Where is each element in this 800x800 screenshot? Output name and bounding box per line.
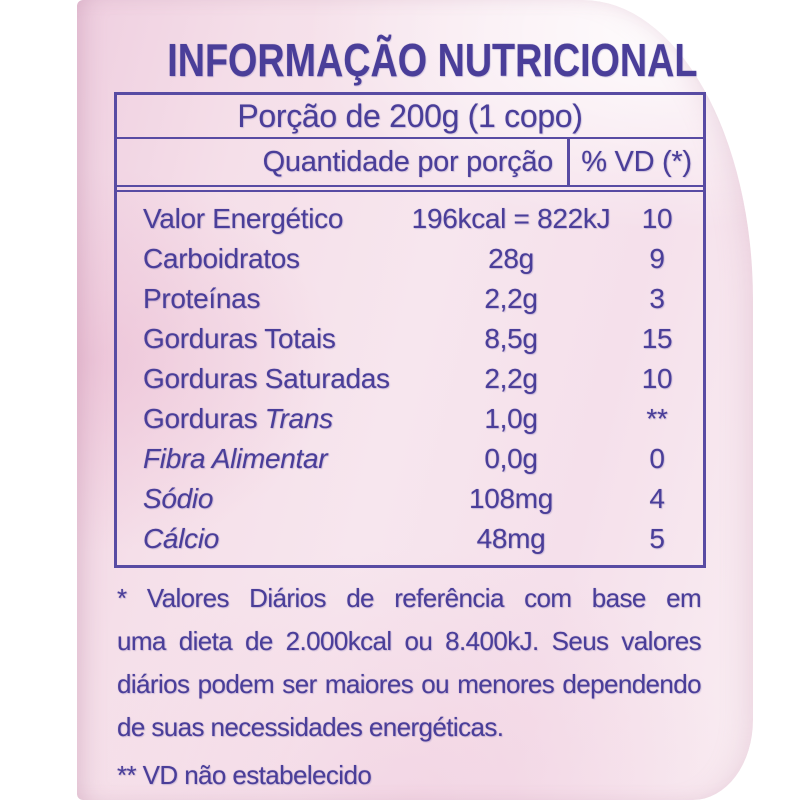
nutrient-name-italic: Trans <box>264 403 333 434</box>
nutrient-name: Gorduras Saturadas <box>117 359 411 399</box>
nutrient-name: Fibra Alimentar <box>117 439 411 479</box>
nutrient-name: Cálcio <box>117 519 411 559</box>
nutrient-amount: 108mg <box>468 483 554 514</box>
vd-column-header: % VD (*) <box>567 139 703 185</box>
nutrient-name-italic: Fibra Alimentar <box>143 443 328 474</box>
nutrient-amount: 1,0g <box>484 403 538 434</box>
nutrient-row: Gorduras Saturadas 2,2g 10 <box>117 359 703 399</box>
nutrient-vd: 15 <box>641 323 673 354</box>
footnote-line: * Valores Diários de referência com base… <box>117 583 702 613</box>
nutrient-row: Cálcio 48mg 5 <box>117 519 703 559</box>
nutrient-vd: 10 <box>641 203 673 234</box>
footnote-line: de suas necessidades energéticas. <box>117 712 504 742</box>
table-body: Valor Energético 196kcal = 822kJ 10 Carb… <box>117 192 703 565</box>
nutrient-row: Carboidratos 28g 9 <box>117 239 703 279</box>
nutrient-name: Gorduras Totais <box>117 319 411 359</box>
nutrient-vd: 3 <box>649 283 665 314</box>
nutrient-vd: ** <box>646 403 668 434</box>
nutrient-name-italic: Cálcio <box>143 523 220 554</box>
nutrient-name-regular: Gorduras Totais <box>143 323 336 354</box>
nutrient-row: Valor Energético 196kcal = 822kJ 10 <box>117 199 703 239</box>
nutrient-name: Gorduras Trans <box>117 399 411 439</box>
quantity-column-header: Quantidade por porção <box>262 146 554 178</box>
nutrient-name: Carboidratos <box>117 239 411 279</box>
footnote-line: uma dieta de 2.000kcal ou 8.400kJ. Seus … <box>117 626 702 656</box>
nutrient-row: Sódio 108mg 4 <box>117 479 703 519</box>
footnote-block: * Valores Diários de referência com base… <box>117 577 702 797</box>
nutrient-row: Gorduras Trans 1,0g ** <box>117 399 703 439</box>
nutrient-amount: 196kcal = 822kJ <box>411 203 611 234</box>
nutrient-name: Sódio <box>117 479 411 519</box>
nutrient-amount: 28g <box>488 243 534 274</box>
nutrient-amount: 8,5g <box>484 323 538 354</box>
nutrient-name-regular: Proteínas <box>143 283 261 314</box>
nutrient-row: Proteínas 2,2g 3 <box>117 279 703 319</box>
nutrient-name: Valor Energético <box>117 199 411 239</box>
nutrient-name: Proteínas <box>117 279 411 319</box>
nutrient-vd: 4 <box>649 483 665 514</box>
nutrient-name-regular: Gorduras <box>143 403 265 434</box>
footnote-line: diários podem ser maiores ou menores dep… <box>117 669 702 699</box>
nutrition-table: Porção de 200g (1 copo) Quantidade por p… <box>114 92 706 568</box>
nutrient-row: Gorduras Totais 8,5g 15 <box>117 319 703 359</box>
nutrient-amount: 2,2g <box>484 363 538 394</box>
nutrient-name-regular: Valor Energético <box>143 203 344 234</box>
nutrient-amount: 0,0g <box>484 443 538 474</box>
footnote-vd-note: ** VD não estabelecido <box>117 760 372 790</box>
nutrient-amount: 2,2g <box>484 283 538 314</box>
serving-row: Porção de 200g (1 copo) <box>117 95 703 139</box>
nutrient-amount: 48mg <box>476 523 546 554</box>
nutrient-vd: 0 <box>649 443 665 474</box>
nutrient-row: Fibra Alimentar 0,0g 0 <box>117 439 703 479</box>
nutrient-name-regular: Carboidratos <box>143 243 300 274</box>
table-header-row: Quantidade por porção % VD (*) <box>117 139 703 192</box>
nutrient-vd: 9 <box>649 243 665 274</box>
package-background <box>77 0 753 800</box>
nutrition-title: INFORMAÇÃO NUTRICIONAL <box>167 34 698 86</box>
nutrient-vd: 5 <box>649 523 665 554</box>
nutrient-name-regular: Gorduras Saturadas <box>143 363 390 394</box>
nutrient-name-italic: Sódio <box>143 483 214 514</box>
nutrient-vd: 10 <box>641 363 673 394</box>
